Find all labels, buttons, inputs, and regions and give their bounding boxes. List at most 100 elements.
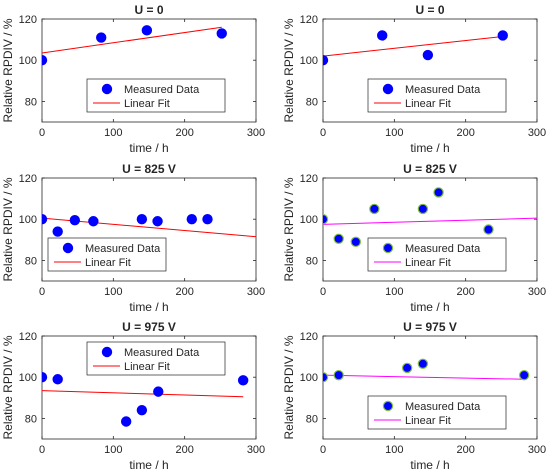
legend: Measured Data Linear Fit bbox=[367, 237, 507, 272]
data-point bbox=[417, 203, 429, 215]
data-point bbox=[333, 233, 344, 244]
x-tick-label: 0 bbox=[39, 286, 45, 298]
y-tick-label: 120 bbox=[300, 173, 318, 185]
x-tick-label: 100 bbox=[385, 127, 403, 139]
data-point bbox=[42, 214, 48, 225]
legend-label-fit: Linear Fit bbox=[405, 415, 451, 427]
y-axis-label: Relative RPDIV / % bbox=[1, 18, 15, 122]
y-tick-label: 100 bbox=[300, 214, 318, 226]
legend-marker bbox=[382, 83, 394, 95]
data-point bbox=[42, 372, 48, 383]
data-point bbox=[323, 214, 329, 225]
data-point bbox=[42, 55, 48, 66]
x-axis-label: time / h bbox=[410, 300, 449, 314]
linear-fit-line bbox=[323, 374, 525, 380]
legend-box bbox=[367, 237, 507, 272]
y-tick-label: 100 bbox=[19, 214, 37, 226]
data-point bbox=[369, 203, 380, 215]
data-point bbox=[120, 416, 132, 427]
legend-label-fit: Linear Fit bbox=[85, 257, 131, 269]
legend-marker bbox=[382, 400, 394, 412]
linear-fit-line bbox=[42, 26, 222, 54]
data-point bbox=[141, 25, 153, 36]
legend-label-fit: Linear Fit bbox=[124, 98, 170, 110]
legend-label-measured: Measured Data bbox=[405, 84, 481, 96]
panel-4: U = 825 V 0 100 200 300 80 100 120 time / h Relat… bbox=[282, 162, 546, 314]
panel-title: U = 825 V bbox=[403, 162, 457, 176]
legend-label-fit: Linear Fit bbox=[124, 361, 170, 373]
y-axis-label: Relative RPDIV / % bbox=[282, 177, 296, 281]
y-tick-label: 120 bbox=[19, 331, 37, 343]
x-tick-label: 200 bbox=[175, 286, 193, 298]
y-tick-label: 80 bbox=[25, 96, 37, 108]
y-tick-label: 100 bbox=[19, 55, 37, 67]
panel-title: U = 0 bbox=[415, 3, 444, 17]
x-tick-label: 200 bbox=[456, 127, 474, 139]
data-point bbox=[52, 374, 63, 385]
y-tick-label: 100 bbox=[300, 372, 318, 384]
legend: Measured Data Linear Fit bbox=[47, 237, 167, 272]
x-tick-label: 100 bbox=[104, 444, 122, 456]
panel-5: U = 975 V 0 100 200 300 80 100 120 time / h Relat… bbox=[1, 320, 265, 472]
y-tick-label: 120 bbox=[300, 331, 318, 343]
data-point bbox=[433, 187, 444, 198]
data-point bbox=[202, 213, 213, 225]
data-point bbox=[422, 49, 434, 61]
x-axis-label: time / h bbox=[410, 141, 449, 155]
panel-title: U = 825 V bbox=[122, 162, 176, 176]
y-axis-label: Relative RPDIV / % bbox=[1, 177, 15, 281]
data-point bbox=[88, 216, 99, 227]
x-tick-label: 200 bbox=[456, 286, 474, 298]
legend-label-measured: Measured Data bbox=[85, 243, 161, 255]
legend-box bbox=[367, 78, 507, 113]
legend-label-measured: Measured Data bbox=[124, 347, 200, 359]
y-tick-label: 80 bbox=[25, 413, 37, 425]
panel-6: U = 975 V 0 100 200 300 80 100 120 time / h Relat… bbox=[282, 320, 546, 472]
data-point bbox=[52, 226, 63, 237]
linear-fit-line bbox=[42, 390, 244, 398]
linear-fit-line bbox=[323, 36, 503, 57]
y-tick-label: 120 bbox=[19, 14, 37, 26]
legend: Measured Data Linear Fit bbox=[86, 78, 226, 113]
data-point bbox=[497, 30, 508, 41]
x-axis-label: time / h bbox=[410, 458, 449, 472]
data-point bbox=[377, 30, 388, 41]
x-tick-label: 0 bbox=[39, 127, 45, 139]
data-point bbox=[152, 216, 163, 227]
y-tick-label: 120 bbox=[19, 173, 37, 185]
panel-title: U = 975 V bbox=[403, 320, 457, 334]
y-tick-label: 100 bbox=[19, 372, 37, 384]
panel-2: U = 0 0 100 200 300 80 100 120 time / h Relative … bbox=[282, 3, 546, 155]
y-axis-label: Relative RPDIV / % bbox=[1, 335, 15, 439]
data-point bbox=[350, 236, 362, 248]
legend-label-fit: Linear Fit bbox=[405, 98, 451, 110]
x-tick-label: 100 bbox=[385, 444, 403, 456]
data-point bbox=[401, 362, 413, 374]
y-tick-label: 100 bbox=[300, 55, 318, 67]
y-tick-label: 80 bbox=[25, 255, 37, 267]
data-point bbox=[483, 224, 494, 235]
data-point bbox=[333, 369, 344, 381]
data-point bbox=[216, 28, 227, 39]
y-tick-label: 80 bbox=[306, 413, 318, 425]
x-tick-label: 300 bbox=[247, 444, 265, 456]
x-axis-label: time / h bbox=[129, 458, 168, 472]
legend-marker bbox=[62, 242, 74, 254]
x-tick-label: 0 bbox=[39, 444, 45, 456]
x-tick-label: 100 bbox=[385, 286, 403, 298]
x-axis-label: time / h bbox=[129, 141, 168, 155]
legend: Measured Data Linear Fit bbox=[367, 78, 507, 113]
legend-box bbox=[367, 395, 507, 430]
legend-marker bbox=[382, 242, 394, 254]
x-tick-label: 0 bbox=[320, 286, 326, 298]
data-point bbox=[96, 32, 107, 43]
panel-1: U = 0 0 100 200 300 80 100 120 time / h Relative … bbox=[1, 3, 265, 155]
linear-fit-line bbox=[323, 217, 537, 225]
legend-label-measured: Measured Data bbox=[405, 401, 481, 413]
data-point bbox=[186, 213, 197, 225]
x-tick-label: 0 bbox=[320, 444, 326, 456]
x-tick-label: 200 bbox=[456, 444, 474, 456]
data-point bbox=[136, 404, 148, 416]
data-point bbox=[323, 372, 329, 383]
